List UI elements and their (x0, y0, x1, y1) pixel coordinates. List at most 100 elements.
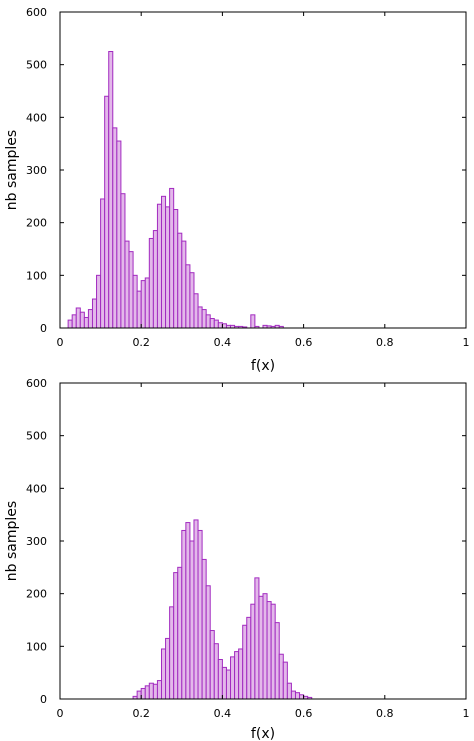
top-hist-bar (108, 51, 114, 329)
top-hist-bar (79, 311, 85, 329)
bottom-hist-bar (282, 661, 288, 700)
bottom-y-axis-title: nb samples (4, 501, 20, 581)
bottom-hist-bar (156, 680, 163, 700)
bottom-hist-bar (294, 692, 301, 700)
top-hist-bar (197, 306, 203, 329)
bottom-x-tick-label: 0.6 (295, 707, 313, 720)
bottom-hist-bar (266, 601, 272, 700)
bottom-hist-bar (213, 643, 219, 700)
bottom-hist-bar (144, 685, 150, 700)
bottom-hist-bar (258, 595, 264, 700)
bottom-x-tick-label: 1 (463, 707, 470, 720)
bottom-y-tick-label: 300 (26, 535, 47, 548)
top-hist-bar (148, 237, 154, 329)
top-hist-bar (201, 309, 207, 329)
bottom-hist-bar (246, 616, 252, 700)
top-hist-bar (213, 319, 219, 329)
bottom-hist-bar (230, 656, 236, 700)
bottom-x-tick-label: 0 (57, 707, 64, 720)
top-hist-bar (91, 298, 98, 329)
top-x-axis-title: f(x) (251, 358, 275, 374)
top-x-tick-label: 0.6 (295, 336, 313, 349)
top-hist-bar (71, 314, 77, 329)
bottom-hist-bar (234, 651, 240, 700)
bottom-hist-bar (250, 603, 256, 700)
top-hist-bar (169, 187, 175, 329)
bottom-hist-bar (148, 682, 154, 700)
top-hist-bar (140, 280, 146, 329)
top-hist-bar (87, 309, 93, 329)
top-x-tick-label: 0.4 (214, 336, 232, 349)
bottom-hist-bar (165, 637, 171, 700)
bottom-hist-bar (221, 666, 227, 700)
top-x-tick-label: 1 (463, 336, 470, 349)
bottom-hist-bar (185, 522, 191, 700)
bottom-hist-bar (254, 577, 260, 700)
top-hist-bar (136, 290, 142, 329)
bottom-hist-bar (209, 630, 215, 700)
top-hist-bar (209, 318, 215, 329)
top-y-tick-label: 600 (26, 6, 47, 19)
bottom-hist-bar (136, 690, 142, 700)
top-hist-bar (181, 240, 187, 329)
bottom-hist-bar (274, 622, 280, 700)
bottom-hist-bar (262, 593, 268, 700)
bottom-histogram-panel: 0 100 200 300 400 500 600 0 0.2 0.4 0.6 0.8 1 f(x) nb … (4, 377, 470, 741)
top-hist-bar (104, 95, 110, 329)
top-hist-bar (177, 232, 183, 329)
top-y-tick-label: 400 (26, 111, 47, 124)
top-hist-bar (193, 293, 199, 329)
top-hist-bar (173, 209, 179, 329)
bottom-hist-bar (173, 572, 179, 700)
bottom-y-tick-label: 500 (26, 430, 47, 443)
top-x-tick-label: 0.2 (132, 336, 150, 349)
bottom-hist-bar (181, 529, 187, 700)
bottom-hist-bar (177, 566, 183, 700)
bottom-y-tick-label: 600 (26, 377, 47, 390)
bottom-hist-bar (169, 606, 175, 700)
top-hist-bar (185, 264, 191, 329)
top-hist-bar (120, 193, 126, 329)
bottom-hist-bar (278, 653, 284, 700)
bottom-x-axis-title: f(x) (251, 726, 275, 741)
bottom-hist-bar (238, 648, 244, 700)
top-hist-bar (100, 198, 106, 329)
top-y-tick-label: 0 (40, 322, 47, 335)
top-y-tick-label: 300 (26, 164, 47, 177)
bottom-y-tick-label: 0 (40, 693, 47, 706)
bottom-hist-bar (161, 648, 167, 700)
bottom-hist-bar (299, 694, 305, 700)
bottom-y-tick-label: 200 (26, 588, 47, 601)
top-hist-bar (221, 323, 227, 329)
top-histogram-panel: 0 100 200 300 400 500 600 0 0.2 0.4 0.6 0.8 1 f(x) nb … (4, 6, 470, 374)
bottom-hist-bar (242, 624, 248, 700)
top-hist-bar (96, 274, 102, 329)
top-hist-bar (83, 316, 89, 329)
bottom-hist-bar (217, 659, 223, 700)
top-y-tick-label: 200 (26, 217, 47, 230)
bottom-x-tick-label: 0.8 (376, 707, 394, 720)
top-hist-bar (205, 314, 211, 329)
top-x-tick-label: 0 (57, 336, 64, 349)
bottom-hist-bar (205, 585, 211, 700)
bottom-x-tick-label: 0.4 (214, 707, 232, 720)
top-hist-bar (144, 277, 150, 329)
top-y-axis-title: nb samples (4, 130, 20, 210)
bottom-y-tick-label: 100 (26, 640, 47, 653)
top-hist-bar (161, 195, 167, 329)
bottom-x-tick-label: 0.2 (132, 707, 150, 720)
top-hist-bar (250, 314, 256, 329)
top-hist-bar (132, 274, 138, 329)
top-hist-bar (75, 307, 81, 329)
top-hist-bar (128, 251, 134, 329)
top-hist-bar (112, 127, 118, 329)
top-y-tick-label: 500 (26, 59, 47, 72)
bottom-hist-bar (193, 519, 199, 700)
bottom-hist-bar (201, 558, 207, 700)
top-hist-bar (116, 140, 122, 329)
bottom-y-tick-label: 400 (26, 482, 47, 495)
bottom-hist-bar (189, 540, 195, 700)
top-hist-bar (156, 203, 163, 329)
top-hist-bar (165, 206, 171, 329)
